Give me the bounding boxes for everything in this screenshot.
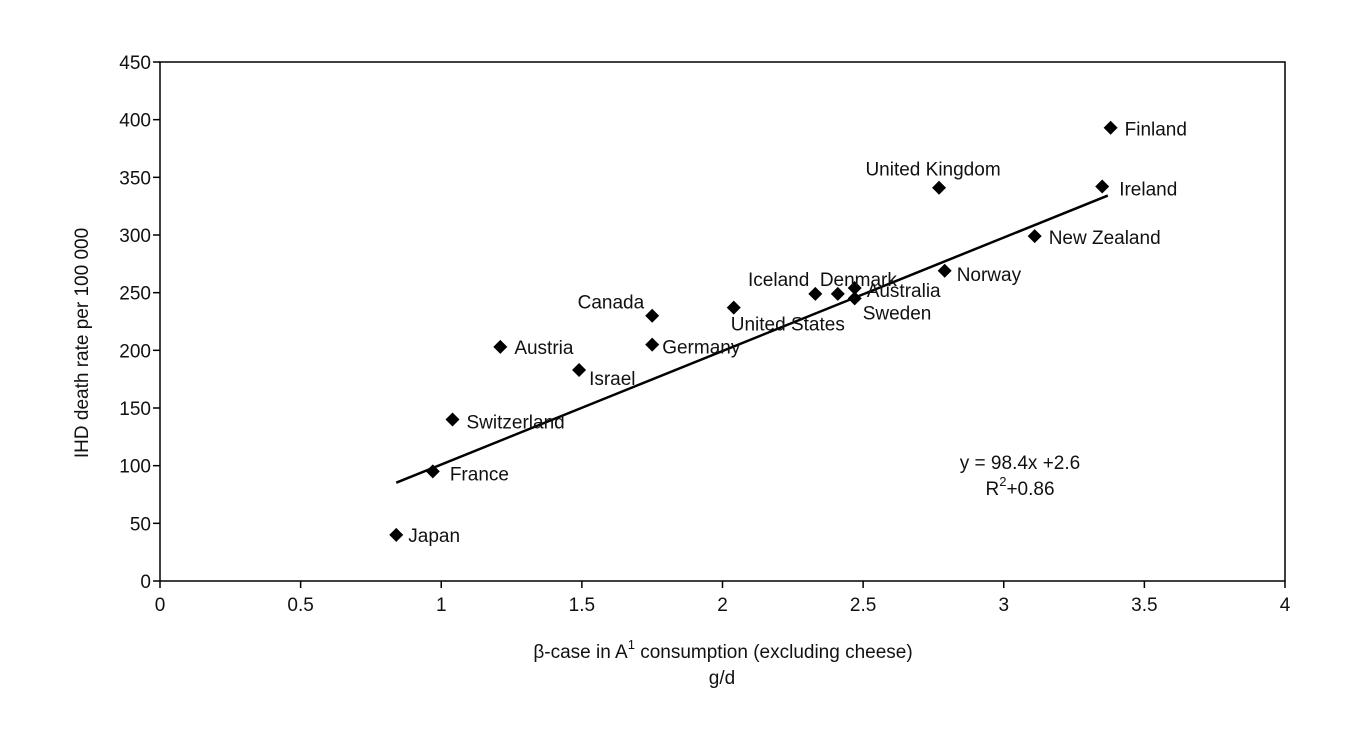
point-denmark	[830, 286, 845, 301]
label-united-kingdom: United Kingdom	[865, 160, 1000, 181]
label-denmark: Denmark	[820, 270, 898, 291]
label-japan: Japan	[408, 526, 460, 547]
point-canada	[645, 308, 660, 323]
point-switzerland	[445, 412, 460, 427]
y-axis-title: IHD death rate per 100 000	[72, 228, 93, 458]
point-ireland	[1095, 179, 1110, 194]
point-new-zealand	[1027, 229, 1042, 244]
y-tick-label: 300	[119, 226, 151, 247]
x-tick-label: 1	[436, 595, 447, 616]
trendline-group	[395, 194, 1109, 484]
label-norway: Norway	[957, 265, 1022, 286]
y-tick-label: 200	[119, 341, 151, 362]
x-tick-label: 0	[155, 595, 166, 616]
point-japan	[389, 527, 404, 542]
y-tick-label: 100	[119, 457, 151, 478]
x-tick-label: 2	[717, 595, 728, 616]
r-squared-text: R2+0.86	[985, 474, 1054, 500]
x-tick-label: 1.5	[569, 595, 595, 616]
y-tick-label: 50	[130, 514, 151, 535]
point-sweden	[847, 291, 862, 306]
y-tick-label: 400	[119, 111, 151, 132]
regression-line	[395, 194, 1109, 484]
label-sweden: Sweden	[863, 303, 932, 324]
y-tick-label: 250	[119, 284, 151, 305]
label-ireland: Ireland	[1119, 180, 1177, 201]
label-new-zealand: New Zealand	[1049, 228, 1161, 249]
point-united-kingdom	[932, 180, 947, 195]
data-points	[389, 120, 1118, 542]
x-tick-label: 3.5	[1131, 595, 1157, 616]
label-austria: Austria	[514, 338, 574, 359]
y-tick-label: 150	[119, 399, 151, 420]
x-tick-label: 2.5	[850, 595, 876, 616]
y-tick-label: 450	[119, 53, 151, 74]
y-tick-label: 0	[140, 572, 151, 593]
x-tick-label: 3	[998, 595, 1009, 616]
x-tick-label: 0.5	[287, 595, 313, 616]
label-australia: Australia	[867, 281, 941, 302]
point-norway	[937, 263, 952, 278]
point-austria	[493, 339, 508, 354]
label-united-states: United States	[731, 315, 845, 336]
label-canada: Canada	[578, 293, 645, 314]
point-germany	[645, 337, 660, 352]
x-axis-title-units: g/d	[709, 668, 735, 689]
point-iceland	[808, 286, 823, 301]
point-france	[425, 464, 440, 479]
label-switzerland: Switzerland	[467, 413, 565, 434]
point-labels: Japan France Switzerland Austria Israel Canad…	[408, 120, 1187, 547]
point-israel	[572, 362, 587, 377]
regression-equation: y = 98.4x +2.6	[960, 453, 1080, 474]
point-finland	[1103, 120, 1118, 135]
x-axis-title: β-case in A1 consumption (excluding chee…	[533, 637, 912, 663]
label-iceland: Iceland	[748, 270, 809, 291]
label-israel: Israel	[589, 369, 635, 390]
plot-frame	[159, 61, 1286, 582]
label-france: France	[450, 464, 509, 485]
axes: 0 50 100 150 200 250 300 350 400 450 0 0.5 1 1.5 2 2.5 3…	[119, 53, 1290, 616]
y-tick-label: 350	[119, 168, 151, 189]
label-finland: Finland	[1125, 120, 1187, 141]
point-united-states	[726, 300, 741, 315]
label-germany: Germany	[662, 338, 741, 359]
point-australia	[847, 281, 862, 296]
x-tick-label: 4	[1280, 595, 1291, 616]
